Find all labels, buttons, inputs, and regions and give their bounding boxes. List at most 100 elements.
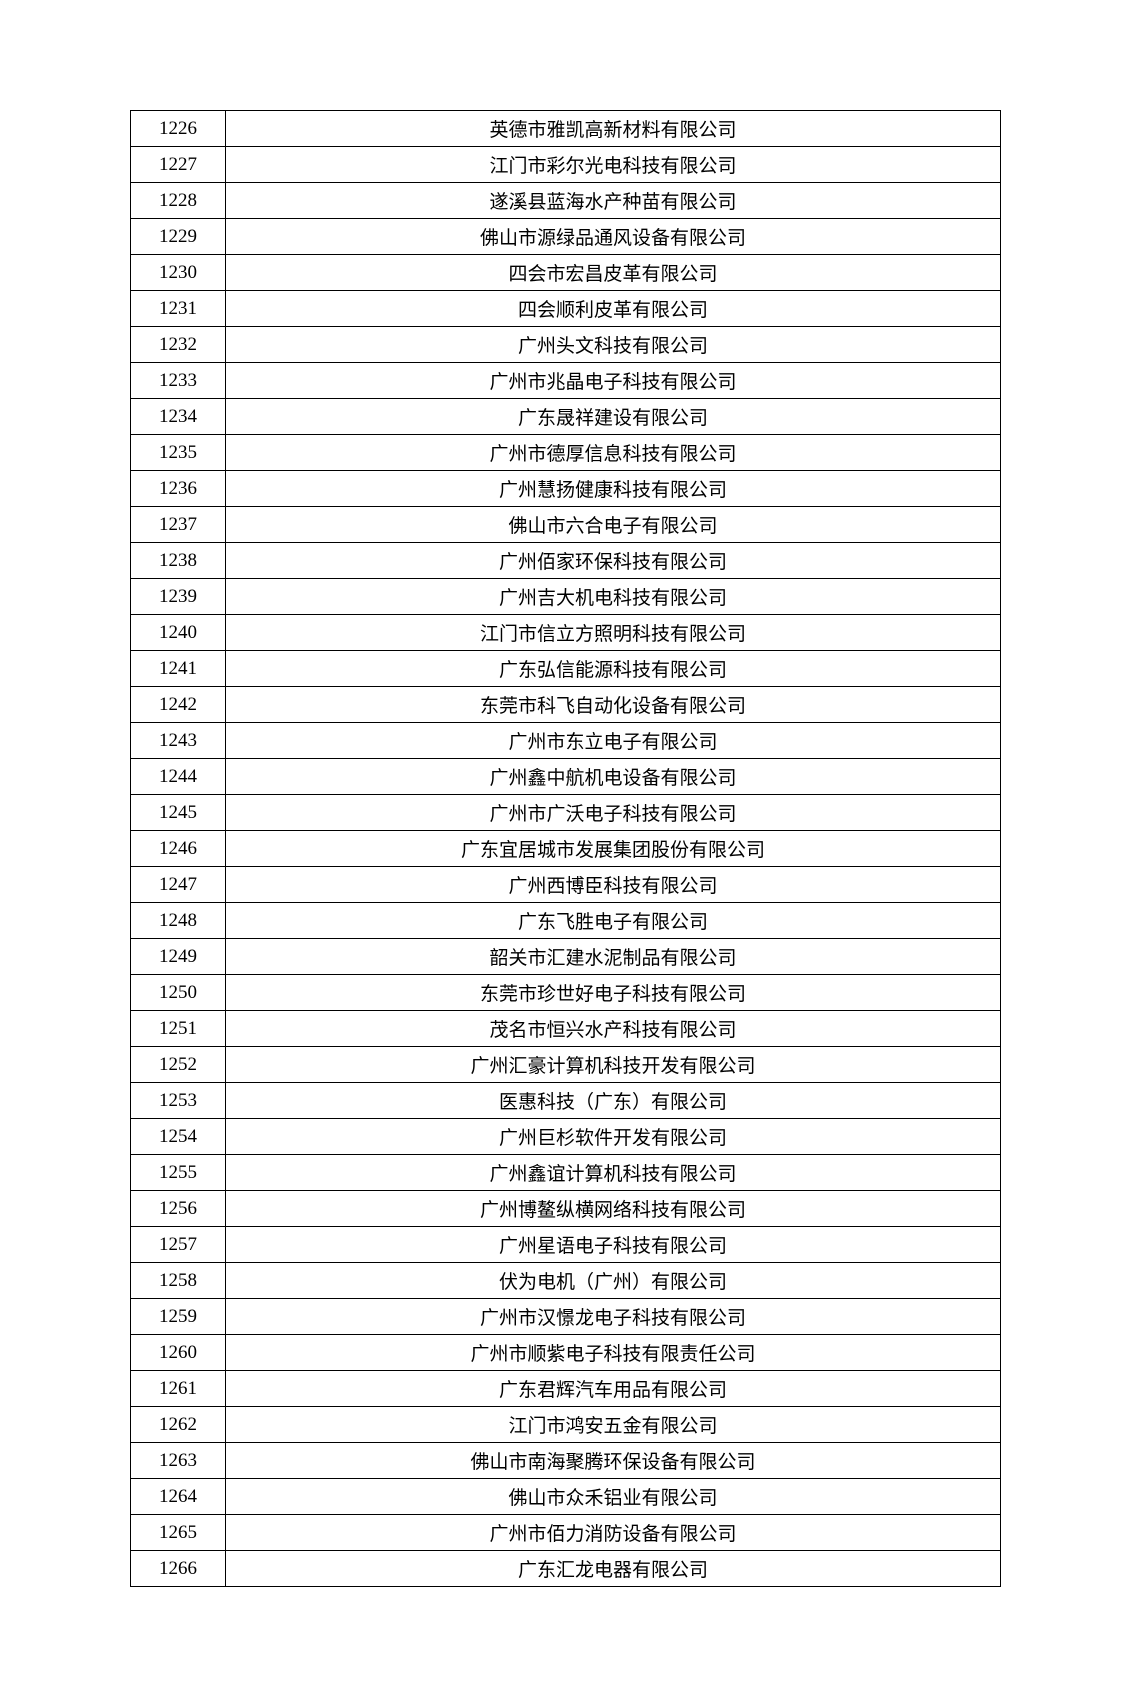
table-row: 1228遂溪县蓝海水产种苗有限公司 [131, 183, 1001, 219]
row-company-name: 广州慧扬健康科技有限公司 [226, 471, 1001, 507]
row-index: 1246 [131, 831, 226, 867]
row-company-name: 广州佰家环保科技有限公司 [226, 543, 1001, 579]
table-row: 1239广州吉大机电科技有限公司 [131, 579, 1001, 615]
row-company-name: 广州市汉憬龙电子科技有限公司 [226, 1299, 1001, 1335]
row-index: 1226 [131, 111, 226, 147]
row-index: 1258 [131, 1263, 226, 1299]
table-row: 1266广东汇龙电器有限公司 [131, 1551, 1001, 1587]
table-row: 1257广州星语电子科技有限公司 [131, 1227, 1001, 1263]
row-company-name: 佛山市南海聚腾环保设备有限公司 [226, 1443, 1001, 1479]
row-index: 1228 [131, 183, 226, 219]
table-row: 1235广州市德厚信息科技有限公司 [131, 435, 1001, 471]
row-company-name: 广东宜居城市发展集团股份有限公司 [226, 831, 1001, 867]
row-company-name: 广州西博臣科技有限公司 [226, 867, 1001, 903]
row-index: 1236 [131, 471, 226, 507]
table-row: 1242东莞市科飞自动化设备有限公司 [131, 687, 1001, 723]
row-company-name: 广州市东立电子有限公司 [226, 723, 1001, 759]
row-index: 1230 [131, 255, 226, 291]
table-row: 1260广州市顺紫电子科技有限责任公司 [131, 1335, 1001, 1371]
row-index: 1241 [131, 651, 226, 687]
row-company-name: 广州吉大机电科技有限公司 [226, 579, 1001, 615]
row-index: 1248 [131, 903, 226, 939]
row-index: 1264 [131, 1479, 226, 1515]
row-company-name: 佛山市源绿品通风设备有限公司 [226, 219, 1001, 255]
table-body: 1226英德市雅凯高新材料有限公司1227江门市彩尔光电科技有限公司1228遂溪… [131, 111, 1001, 1587]
row-company-name: 遂溪县蓝海水产种苗有限公司 [226, 183, 1001, 219]
table-row: 1236广州慧扬健康科技有限公司 [131, 471, 1001, 507]
row-index: 1244 [131, 759, 226, 795]
row-index: 1259 [131, 1299, 226, 1335]
table-row: 1247广州西博臣科技有限公司 [131, 867, 1001, 903]
row-index: 1239 [131, 579, 226, 615]
row-company-name: 佛山市六合电子有限公司 [226, 507, 1001, 543]
row-company-name: 广州汇豪计算机科技开发有限公司 [226, 1047, 1001, 1083]
table-row: 1255广州鑫谊计算机科技有限公司 [131, 1155, 1001, 1191]
row-index: 1266 [131, 1551, 226, 1587]
row-index: 1253 [131, 1083, 226, 1119]
row-company-name: 四会市宏昌皮革有限公司 [226, 255, 1001, 291]
table-row: 1241广东弘信能源科技有限公司 [131, 651, 1001, 687]
row-company-name: 东莞市科飞自动化设备有限公司 [226, 687, 1001, 723]
row-company-name: 江门市彩尔光电科技有限公司 [226, 147, 1001, 183]
table-row: 1248广东飞胜电子有限公司 [131, 903, 1001, 939]
table-row: 1261广东君辉汽车用品有限公司 [131, 1371, 1001, 1407]
row-company-name: 东莞市珍世好电子科技有限公司 [226, 975, 1001, 1011]
row-index: 1240 [131, 615, 226, 651]
row-company-name: 广州市顺紫电子科技有限责任公司 [226, 1335, 1001, 1371]
row-index: 1252 [131, 1047, 226, 1083]
row-company-name: 广州鑫谊计算机科技有限公司 [226, 1155, 1001, 1191]
row-company-name: 广州星语电子科技有限公司 [226, 1227, 1001, 1263]
row-index: 1233 [131, 363, 226, 399]
row-index: 1231 [131, 291, 226, 327]
row-company-name: 广州巨杉软件开发有限公司 [226, 1119, 1001, 1155]
row-index: 1263 [131, 1443, 226, 1479]
table-row: 1230四会市宏昌皮革有限公司 [131, 255, 1001, 291]
table-row: 1232广州头文科技有限公司 [131, 327, 1001, 363]
table-row: 1246广东宜居城市发展集团股份有限公司 [131, 831, 1001, 867]
table-row: 1263佛山市南海聚腾环保设备有限公司 [131, 1443, 1001, 1479]
row-index: 1243 [131, 723, 226, 759]
row-index: 1257 [131, 1227, 226, 1263]
table-row: 1237佛山市六合电子有限公司 [131, 507, 1001, 543]
table-row: 1262江门市鸿安五金有限公司 [131, 1407, 1001, 1443]
row-index: 1255 [131, 1155, 226, 1191]
row-index: 1227 [131, 147, 226, 183]
table-row: 1227江门市彩尔光电科技有限公司 [131, 147, 1001, 183]
page-container: 1226英德市雅凯高新材料有限公司1227江门市彩尔光电科技有限公司1228遂溪… [0, 0, 1131, 1697]
table-row: 1245广州市广沃电子科技有限公司 [131, 795, 1001, 831]
table-row: 1251茂名市恒兴水产科技有限公司 [131, 1011, 1001, 1047]
row-company-name: 英德市雅凯高新材料有限公司 [226, 111, 1001, 147]
row-company-name: 伏为电机（广州）有限公司 [226, 1263, 1001, 1299]
table-row: 1240江门市信立方照明科技有限公司 [131, 615, 1001, 651]
row-company-name: 广东弘信能源科技有限公司 [226, 651, 1001, 687]
table-row: 1249韶关市汇建水泥制品有限公司 [131, 939, 1001, 975]
table-row: 1238广州佰家环保科技有限公司 [131, 543, 1001, 579]
row-company-name: 江门市信立方照明科技有限公司 [226, 615, 1001, 651]
row-company-name: 佛山市众禾铝业有限公司 [226, 1479, 1001, 1515]
row-index: 1265 [131, 1515, 226, 1551]
row-index: 1237 [131, 507, 226, 543]
table-row: 1254广州巨杉软件开发有限公司 [131, 1119, 1001, 1155]
table-row: 1243广州市东立电子有限公司 [131, 723, 1001, 759]
row-index: 1262 [131, 1407, 226, 1443]
table-row: 1259广州市汉憬龙电子科技有限公司 [131, 1299, 1001, 1335]
table-row: 1244广州鑫中航机电设备有限公司 [131, 759, 1001, 795]
row-company-name: 医惠科技（广东）有限公司 [226, 1083, 1001, 1119]
row-index: 1261 [131, 1371, 226, 1407]
row-index: 1254 [131, 1119, 226, 1155]
row-company-name: 广州市广沃电子科技有限公司 [226, 795, 1001, 831]
row-company-name: 广州头文科技有限公司 [226, 327, 1001, 363]
row-company-name: 广东飞胜电子有限公司 [226, 903, 1001, 939]
row-company-name: 广东君辉汽车用品有限公司 [226, 1371, 1001, 1407]
row-index: 1234 [131, 399, 226, 435]
row-index: 1247 [131, 867, 226, 903]
company-table: 1226英德市雅凯高新材料有限公司1227江门市彩尔光电科技有限公司1228遂溪… [130, 110, 1001, 1587]
row-index: 1232 [131, 327, 226, 363]
row-index: 1251 [131, 1011, 226, 1047]
row-company-name: 广东汇龙电器有限公司 [226, 1551, 1001, 1587]
row-company-name: 广东晟祥建设有限公司 [226, 399, 1001, 435]
row-company-name: 韶关市汇建水泥制品有限公司 [226, 939, 1001, 975]
table-row: 1231四会顺利皮革有限公司 [131, 291, 1001, 327]
table-row: 1253医惠科技（广东）有限公司 [131, 1083, 1001, 1119]
row-index: 1245 [131, 795, 226, 831]
